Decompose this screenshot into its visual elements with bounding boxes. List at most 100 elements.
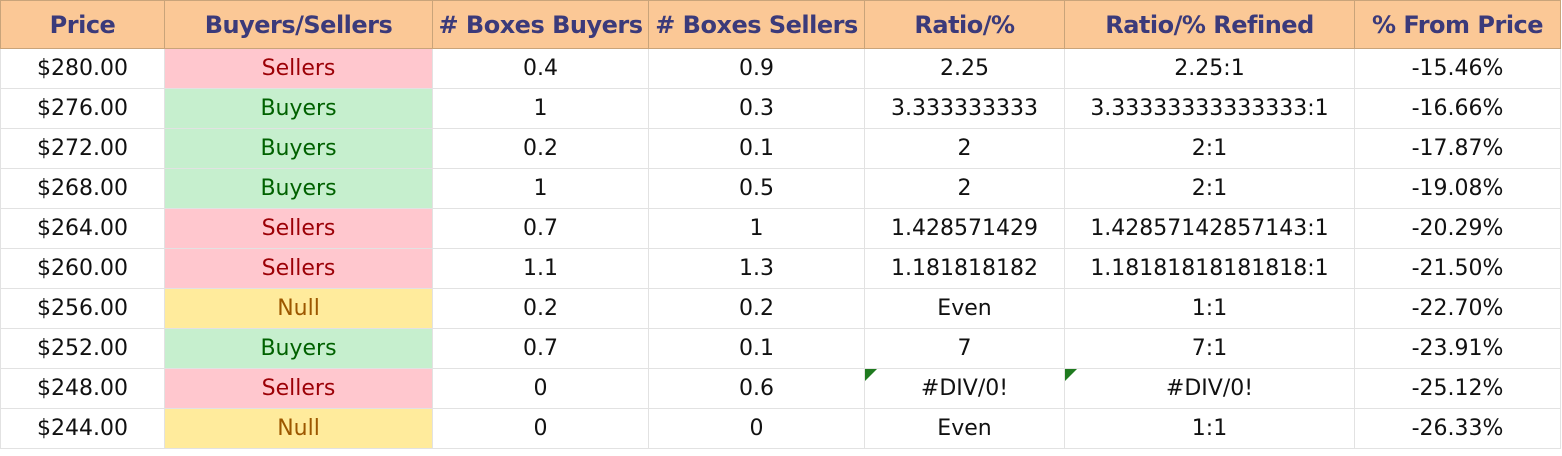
price-cell-value: $248.00	[37, 376, 128, 401]
header-boxes-buyers[interactable]: # Boxes Buyers	[432, 0, 649, 49]
boxes-buyers-cell-value: 1	[533, 96, 548, 121]
boxes-sellers-cell-value: 0.2	[739, 296, 774, 321]
boxes-buyers-cell[interactable]: 0.4	[432, 48, 649, 89]
boxes-sellers-cell[interactable]: 0.1	[648, 328, 865, 369]
boxes-buyers-cell[interactable]: 0	[432, 408, 649, 449]
ratio-cell[interactable]: Even	[864, 288, 1065, 329]
ratio-refined-cell[interactable]: 1:1	[1064, 408, 1355, 449]
header-pct-from-price[interactable]: % From Price	[1354, 0, 1561, 49]
ratio-refined-cell-value: 2:1	[1191, 136, 1228, 161]
price-cell[interactable]: $264.00	[0, 208, 165, 249]
table-row: $248.00 Sellers 0 0.6 #DIV/0! #DIV/0! -25.12%	[0, 368, 1561, 409]
pct-from-price-cell[interactable]: -15.46%	[1354, 48, 1561, 89]
boxes-buyers-cell[interactable]: 1	[432, 88, 649, 129]
buyers-sellers-cell[interactable]: Sellers	[164, 208, 433, 249]
pct-from-price-cell[interactable]: -20.29%	[1354, 208, 1561, 249]
ratio-refined-cell[interactable]: 2:1	[1064, 128, 1355, 169]
buyers-sellers-cell[interactable]: Null	[164, 408, 433, 449]
boxes-sellers-cell[interactable]: 1	[648, 208, 865, 249]
price-cell[interactable]: $276.00	[0, 88, 165, 129]
ratio-cell[interactable]: 1.181818182	[864, 248, 1065, 289]
ratio-refined-cell-value: 7:1	[1191, 336, 1228, 361]
boxes-sellers-cell[interactable]: 0.1	[648, 128, 865, 169]
pct-from-price-cell[interactable]: -22.70%	[1354, 288, 1561, 329]
pct-from-price-cell-value: -21.50%	[1411, 256, 1504, 281]
pct-from-price-cell-value: -19.08%	[1411, 176, 1504, 201]
boxes-sellers-cell-value: 0.3	[739, 96, 774, 121]
pct-from-price-cell[interactable]: -21.50%	[1354, 248, 1561, 289]
boxes-buyers-cell[interactable]: 1	[432, 168, 649, 209]
boxes-sellers-cell[interactable]: 0.9	[648, 48, 865, 89]
pct-from-price-cell[interactable]: -25.12%	[1354, 368, 1561, 409]
pct-from-price-cell[interactable]: -19.08%	[1354, 168, 1561, 209]
price-cell[interactable]: $256.00	[0, 288, 165, 329]
price-cell[interactable]: $272.00	[0, 128, 165, 169]
table-row: $264.00 Sellers 0.7 1 1.428571429 1.428571428…	[0, 208, 1561, 249]
ratio-refined-cell[interactable]: 1.18181818181818:1	[1064, 248, 1355, 289]
boxes-buyers-cell-value: 0.7	[523, 216, 558, 241]
pct-from-price-cell[interactable]: -16.66%	[1354, 88, 1561, 129]
buyers-sellers-cell[interactable]: Sellers	[164, 368, 433, 409]
price-cell[interactable]: $268.00	[0, 168, 165, 209]
pct-from-price-cell-value: -15.46%	[1411, 56, 1504, 81]
boxes-sellers-cell[interactable]: 0.2	[648, 288, 865, 329]
pct-from-price-cell[interactable]: -26.33%	[1354, 408, 1561, 449]
boxes-sellers-cell[interactable]: 0	[648, 408, 865, 449]
error-indicator-icon[interactable]	[865, 369, 877, 381]
ratio-refined-cell[interactable]: 2:1	[1064, 168, 1355, 209]
buyers-sellers-cell-value: Null	[277, 416, 320, 441]
header-boxes-sellers[interactable]: # Boxes Sellers	[648, 0, 865, 49]
buyers-sellers-cell[interactable]: Buyers	[164, 328, 433, 369]
buyers-sellers-cell-value: Sellers	[261, 56, 336, 81]
header-ratio[interactable]: Ratio/%	[864, 0, 1065, 49]
price-cell[interactable]: $260.00	[0, 248, 165, 289]
boxes-buyers-cell[interactable]: 0.2	[432, 128, 649, 169]
price-cell[interactable]: $244.00	[0, 408, 165, 449]
ratio-cell[interactable]: 1.428571429	[864, 208, 1065, 249]
boxes-buyers-cell-value: 0.7	[523, 336, 558, 361]
ratio-refined-cell[interactable]: 3.33333333333333:1	[1064, 88, 1355, 129]
ratio-refined-cell[interactable]: 7:1	[1064, 328, 1355, 369]
boxes-sellers-cell[interactable]: 1.3	[648, 248, 865, 289]
buyers-sellers-cell[interactable]: Buyers	[164, 168, 433, 209]
ratio-refined-cell[interactable]: 1.42857142857143:1	[1064, 208, 1355, 249]
buyers-sellers-cell-value: Sellers	[261, 376, 336, 401]
header-ratio-refined[interactable]: Ratio/% Refined	[1064, 0, 1355, 49]
boxes-buyers-cell[interactable]: 0.2	[432, 288, 649, 329]
ratio-refined-cell[interactable]: 1:1	[1064, 288, 1355, 329]
pct-from-price-cell[interactable]: -17.87%	[1354, 128, 1561, 169]
price-cell[interactable]: $248.00	[0, 368, 165, 409]
ratio-cell[interactable]: 2	[864, 168, 1065, 209]
header-price[interactable]: Price	[0, 0, 165, 49]
boxes-sellers-cell[interactable]: 0.5	[648, 168, 865, 209]
buyers-sellers-cell[interactable]: Buyers	[164, 128, 433, 169]
ratio-cell[interactable]: 7	[864, 328, 1065, 369]
table-body: $280.00 Sellers 0.4 0.9 2.25 2.25:1 -15.46% $27…	[0, 48, 1561, 449]
boxes-buyers-cell[interactable]: 0.7	[432, 208, 649, 249]
error-indicator-icon[interactable]	[1065, 369, 1077, 381]
ratio-cell[interactable]: Even	[864, 408, 1065, 449]
table-row: $260.00 Sellers 1.1 1.3 1.181818182 1.1818181…	[0, 248, 1561, 289]
ratio-refined-cell[interactable]: 2.25:1	[1064, 48, 1355, 89]
header-buyers-sellers[interactable]: Buyers/Sellers	[164, 0, 433, 49]
ratio-cell[interactable]: 3.333333333	[864, 88, 1065, 129]
boxes-sellers-cell[interactable]: 0.3	[648, 88, 865, 129]
ratio-cell-value: 2.25	[940, 56, 989, 81]
ratio-cell[interactable]: 2.25	[864, 48, 1065, 89]
boxes-sellers-cell-value: 0.6	[739, 376, 774, 401]
ratio-cell[interactable]: 2	[864, 128, 1065, 169]
ratio-refined-cell[interactable]: #DIV/0!	[1064, 368, 1355, 409]
boxes-buyers-cell[interactable]: 1.1	[432, 248, 649, 289]
boxes-buyers-cell[interactable]: 0	[432, 368, 649, 409]
price-cell[interactable]: $280.00	[0, 48, 165, 89]
boxes-buyers-cell[interactable]: 0.7	[432, 328, 649, 369]
boxes-sellers-cell[interactable]: 0.6	[648, 368, 865, 409]
buyers-sellers-cell[interactable]: Sellers	[164, 48, 433, 89]
pct-from-price-cell[interactable]: -23.91%	[1354, 328, 1561, 369]
buyers-sellers-cell[interactable]: Null	[164, 288, 433, 329]
buyers-sellers-cell[interactable]: Buyers	[164, 88, 433, 129]
buyers-sellers-cell[interactable]: Sellers	[164, 248, 433, 289]
price-cell[interactable]: $252.00	[0, 328, 165, 369]
ratio-cell[interactable]: #DIV/0!	[864, 368, 1065, 409]
boxes-sellers-cell-value: 1	[749, 216, 764, 241]
